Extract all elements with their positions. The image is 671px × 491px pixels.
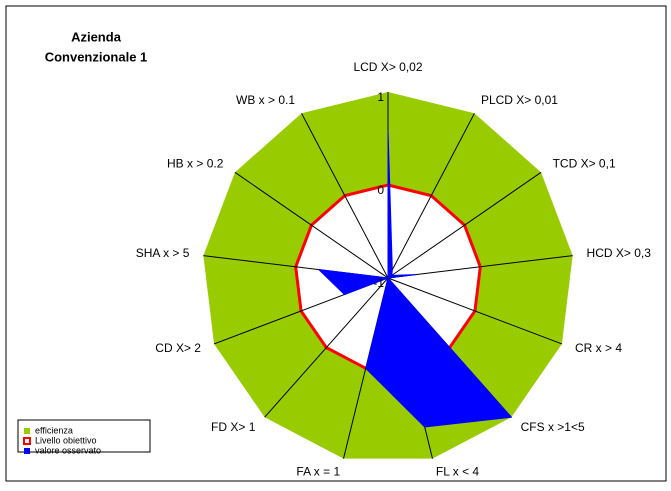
legend-swatch bbox=[24, 448, 30, 454]
y-tick-label: 1 bbox=[377, 90, 384, 104]
legend-label: efficienza bbox=[35, 425, 73, 435]
category-label: FA x = 1 bbox=[296, 464, 340, 478]
axis-spoke bbox=[387, 113, 475, 279]
legend-label: valore osservato bbox=[35, 445, 101, 455]
axis-spoke bbox=[387, 277, 563, 345]
category-label: PLCD X> 0,01 bbox=[481, 93, 558, 107]
category-label: HCD X> 0,3 bbox=[587, 246, 652, 260]
axis-spoke bbox=[234, 171, 389, 279]
y-tick-label: 0 bbox=[377, 183, 384, 197]
category-label: CR x > 4 bbox=[575, 341, 622, 355]
category-label: FL x < 4 bbox=[436, 464, 480, 478]
legend-box bbox=[17, 419, 151, 453]
axis-spoke bbox=[387, 171, 542, 279]
axis-spoke bbox=[301, 113, 389, 279]
radar-series bbox=[317, 129, 513, 428]
axis-spoke bbox=[387, 255, 573, 279]
category-label: CD X> 2 bbox=[155, 341, 201, 355]
category-label: SHA x > 5 bbox=[136, 246, 190, 260]
chart-title: Convenzionale 1 bbox=[45, 49, 148, 64]
legend-swatch bbox=[24, 428, 30, 434]
legend-swatch bbox=[23, 437, 31, 445]
legend-label: Livello obiettivo bbox=[35, 435, 97, 445]
category-label: TCD X> 0,1 bbox=[553, 157, 616, 171]
category-label: HB x > 0.2 bbox=[167, 157, 224, 171]
category-label: FD X> 1 bbox=[211, 420, 256, 434]
y-tick-label: -1 bbox=[373, 276, 384, 290]
chart-title: Azienda bbox=[71, 29, 122, 44]
category-label: LCD X> 0,02 bbox=[353, 60, 422, 74]
axis-spoke bbox=[264, 277, 389, 418]
category-label: CFS x >1<5 bbox=[521, 420, 585, 434]
category-label: WB x > 0.1 bbox=[236, 93, 295, 107]
